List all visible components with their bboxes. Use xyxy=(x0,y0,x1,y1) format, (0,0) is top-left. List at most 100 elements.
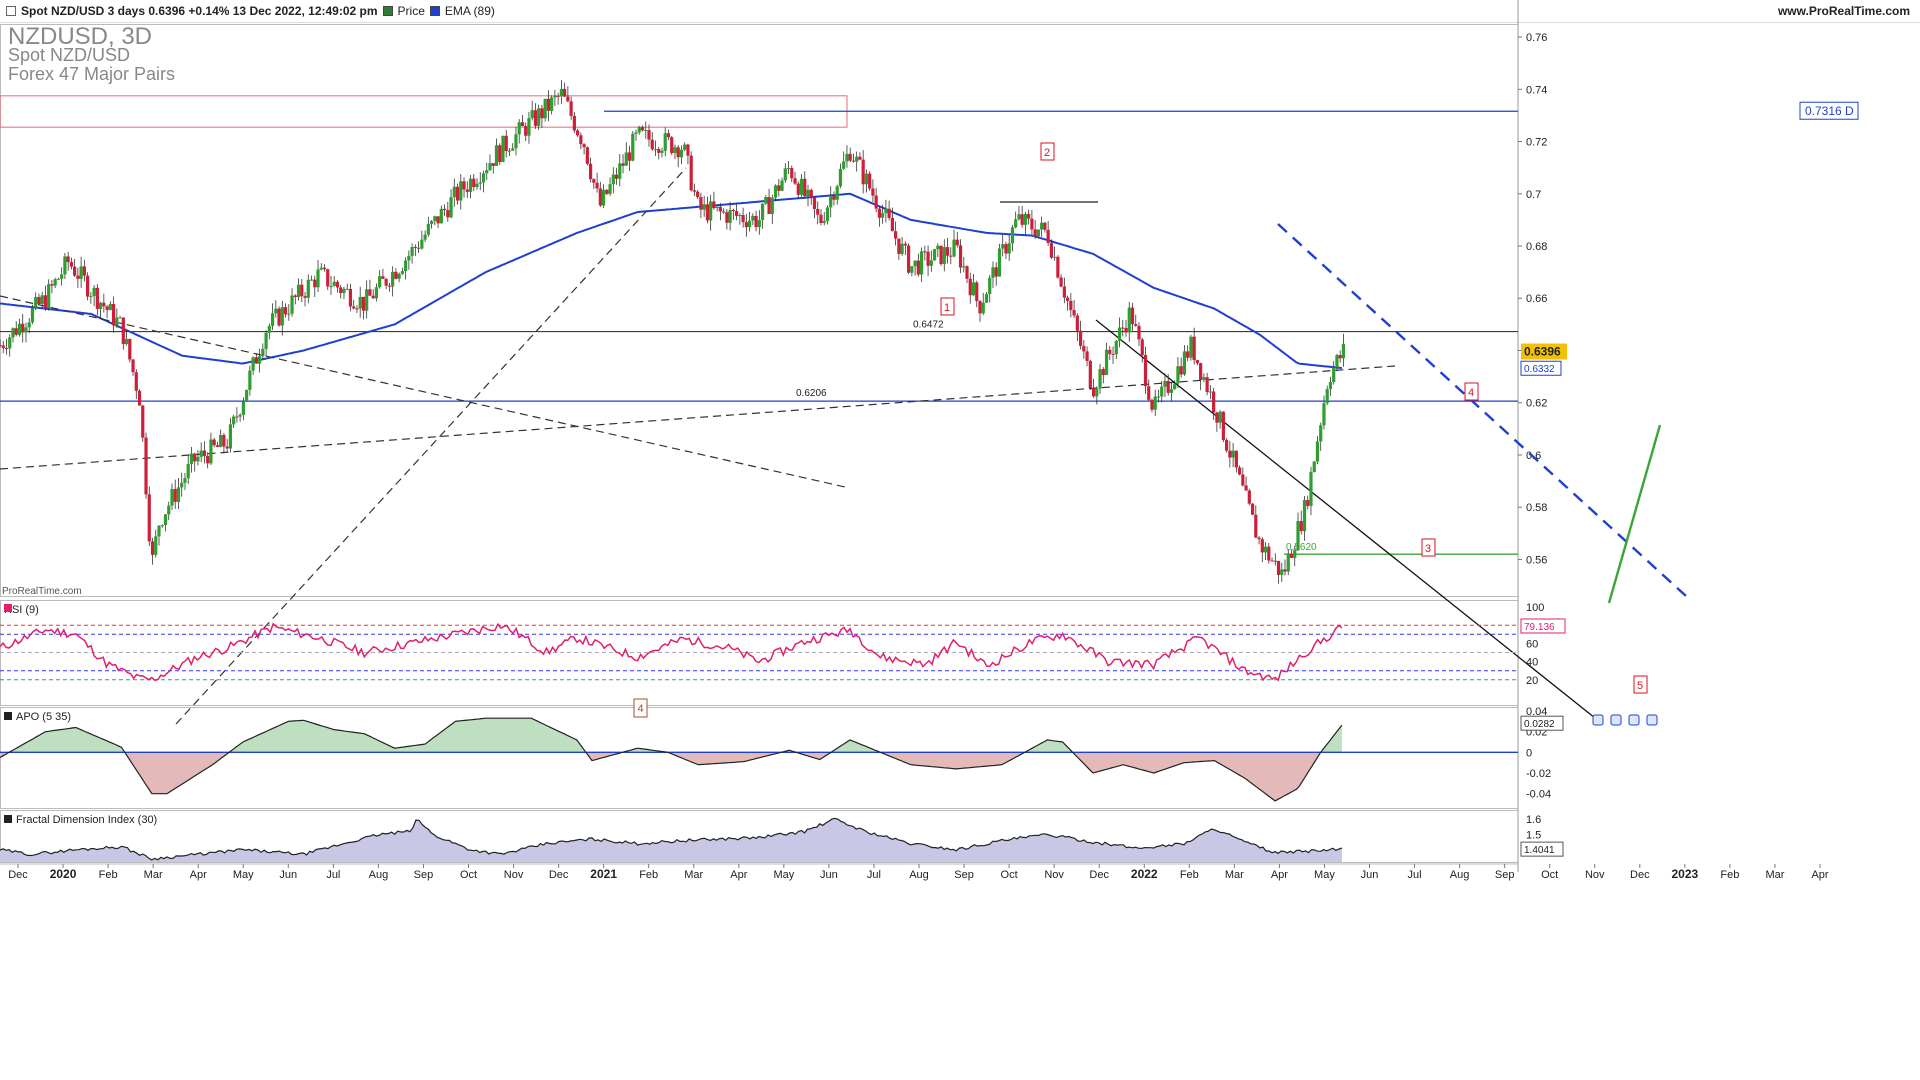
candle-body xyxy=(371,295,375,299)
candle xyxy=(50,279,54,294)
candle xyxy=(1280,562,1284,582)
candle-body xyxy=(251,357,255,371)
candle xyxy=(270,303,275,330)
candle-body xyxy=(1296,521,1300,551)
level-label: 0.6472 xyxy=(913,320,944,331)
candle xyxy=(1030,210,1034,235)
candle xyxy=(507,147,512,156)
candle-body xyxy=(157,525,161,537)
candle-body xyxy=(241,401,245,415)
candle xyxy=(407,250,411,270)
candle-body xyxy=(79,266,83,279)
candle xyxy=(563,82,567,98)
candle-body xyxy=(173,489,177,502)
candle-body xyxy=(374,287,379,299)
candle-body xyxy=(270,313,275,326)
candle xyxy=(439,205,443,224)
candle-body xyxy=(319,267,323,270)
candle-body xyxy=(1056,256,1060,278)
candle xyxy=(514,126,518,156)
candle xyxy=(137,389,142,406)
candle-body xyxy=(1127,307,1131,333)
candle-body xyxy=(1205,377,1209,393)
candle-body xyxy=(131,359,135,373)
candle-body xyxy=(718,206,722,212)
legend-label: EMA (89) xyxy=(444,4,495,18)
candle xyxy=(186,454,190,484)
candle-body xyxy=(1124,328,1128,333)
candle-body xyxy=(696,191,700,198)
candle xyxy=(988,274,992,303)
rsi-tick-label: 40 xyxy=(1526,657,1538,669)
candle-body xyxy=(238,414,242,417)
rsi-line xyxy=(0,622,1343,682)
candle-body xyxy=(1156,396,1161,398)
candle-body xyxy=(1273,560,1277,562)
menu-icon[interactable] xyxy=(6,6,16,16)
candle xyxy=(1069,292,1073,318)
candle xyxy=(689,151,693,192)
y-tick-label: 0.62 xyxy=(1526,398,1547,410)
candle xyxy=(322,264,327,272)
candle xyxy=(1186,345,1190,362)
x-tick-label: May xyxy=(773,869,794,881)
candle-body xyxy=(1153,396,1157,410)
candle-body xyxy=(994,267,998,277)
candle-body xyxy=(426,223,430,235)
x-tick-label: Oct xyxy=(1541,869,1558,881)
candle xyxy=(309,275,314,281)
candle xyxy=(1098,363,1102,394)
candle xyxy=(576,128,580,137)
x-tick-label: Feb xyxy=(639,869,658,881)
fdi-tag-box xyxy=(1520,841,1564,857)
candle xyxy=(962,256,966,273)
candle-body xyxy=(569,101,573,116)
candle-body xyxy=(621,163,625,166)
candle xyxy=(994,262,998,286)
candle xyxy=(368,279,372,296)
x-tick-label: Apr xyxy=(1811,869,1828,881)
candle xyxy=(248,365,252,396)
candle-body xyxy=(592,179,596,183)
candle-body xyxy=(858,156,862,160)
trendline-blue-dashed xyxy=(1277,223,1687,597)
candle-body xyxy=(1228,450,1232,458)
candle-body xyxy=(293,295,297,297)
x-tick-label: Nov xyxy=(504,869,524,881)
symbol-title: NZDUSD, 3D xyxy=(8,23,152,50)
candle xyxy=(225,438,229,452)
candle xyxy=(1010,224,1015,252)
candle-body xyxy=(582,144,586,148)
candle-body xyxy=(1231,450,1235,458)
candle-body xyxy=(4,347,9,349)
candle-body xyxy=(348,288,353,307)
candle xyxy=(1267,543,1271,564)
candle xyxy=(332,276,336,287)
candle-body xyxy=(1163,380,1167,387)
event-icon xyxy=(1592,714,1604,726)
candle-body xyxy=(322,267,327,270)
candle-body xyxy=(433,216,437,222)
candle xyxy=(212,437,216,448)
candle-body xyxy=(163,514,168,526)
candle xyxy=(1309,466,1313,516)
candle xyxy=(1056,255,1060,279)
candle-body xyxy=(877,208,881,218)
candle-body xyxy=(657,149,661,153)
candle xyxy=(686,143,690,165)
candle xyxy=(1286,549,1290,576)
candle-body xyxy=(180,482,184,488)
candle xyxy=(735,202,739,221)
candle xyxy=(936,243,940,258)
candle-body xyxy=(384,278,388,286)
candle xyxy=(442,204,447,216)
candle-body xyxy=(754,215,758,228)
candle xyxy=(1027,209,1031,225)
candle xyxy=(209,432,213,466)
candle-body xyxy=(890,217,894,232)
candle xyxy=(433,215,437,226)
candle-body xyxy=(1299,521,1303,532)
fdi-line xyxy=(0,817,1343,861)
candle xyxy=(1020,205,1024,228)
candle xyxy=(202,441,207,464)
